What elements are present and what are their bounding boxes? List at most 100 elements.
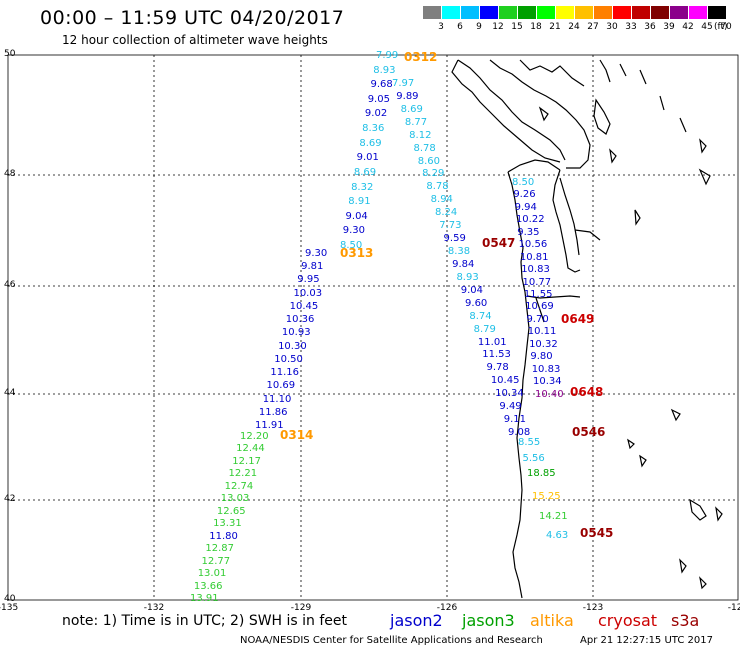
swh-value: 8.94 <box>430 194 453 206</box>
river-inland <box>535 229 601 323</box>
swh-value: 9.89 <box>396 90 419 102</box>
swh-value: 8.91 <box>348 196 371 208</box>
swh-value: 8.78 <box>413 142 436 154</box>
swh-value: 9.08 <box>508 427 531 438</box>
swh-value: 10.22 <box>515 214 545 226</box>
columbia-river <box>526 295 581 299</box>
swh-value: 10.83 <box>531 363 561 375</box>
swh-value: 15.25 <box>532 491 561 502</box>
coastline <box>451 59 723 599</box>
swh-value: 13.03 <box>220 493 250 505</box>
swh-value: 11.80 <box>209 530 238 542</box>
swh-value: 9.26 <box>513 189 536 201</box>
pass-time-label: 0648 <box>570 385 604 399</box>
pass-time-label: 0649 <box>561 312 595 326</box>
colorbar-swatch <box>613 6 631 19</box>
bc-mainland <box>489 59 591 169</box>
swh-value: 9.78 <box>486 362 509 374</box>
swh-value: 9.84 <box>452 258 475 270</box>
swh-value: 9.80 <box>530 351 553 363</box>
swh-value: 10.11 <box>527 326 557 338</box>
pass-time-label: 0547 <box>482 236 516 250</box>
swh-value: 10.83 <box>521 264 550 276</box>
swh-value: 10.34 <box>533 376 562 387</box>
colorbar-label: 70 <box>720 22 732 32</box>
page-title: 00:00 – 11:59 UTC 04/20/2017 <box>40 7 345 29</box>
swh-value: 12.20 <box>240 431 269 442</box>
swh-value: 10.81 <box>519 251 549 263</box>
pass-time-label: 0545 <box>580 526 614 540</box>
colorbar-label: 21 <box>549 22 561 32</box>
colorbar-swatch <box>480 6 498 19</box>
pass-time-label: 0546 <box>572 425 606 439</box>
swh-value: 10.93 <box>281 327 311 339</box>
swh-value: 8.69 <box>359 137 382 149</box>
swh-value: 9.70 <box>526 313 549 325</box>
swh-value: 10.03 <box>293 287 323 299</box>
swh-value: 9.04 <box>460 284 483 296</box>
longitude-label: -129 <box>290 603 312 613</box>
page-subtitle: 12 hour collection of altimeter wave hei… <box>62 33 328 47</box>
pass-time-label: 0312 <box>404 50 438 64</box>
swh-value: 12.65 <box>216 505 246 517</box>
swh-value: 10.69 <box>525 301 554 313</box>
longitude-label: -132 <box>143 603 165 613</box>
swh-value: 11.53 <box>482 349 511 361</box>
swh-value: 9.81 <box>301 261 324 273</box>
colorbar-label: 45 <box>701 22 713 32</box>
colorbar-unit: (ft) <box>714 22 728 32</box>
swh-value: 12.17 <box>232 455 261 467</box>
colorbar-swatch <box>537 6 555 19</box>
swh-value: 13.66 <box>193 580 223 592</box>
us-coastline <box>507 171 530 599</box>
latitude-label: 48 <box>4 169 16 179</box>
swh-value: 8.29 <box>422 168 445 180</box>
swh-value: 8.77 <box>404 116 428 128</box>
swh-value: 8.50 <box>340 240 363 251</box>
legend-cryosat: cryosat <box>598 611 658 630</box>
islands <box>538 98 711 226</box>
swh-value: 10.69 <box>266 380 296 392</box>
colorbar-swatch <box>499 6 517 19</box>
swh-value: 10.34 <box>495 388 524 400</box>
swh-value: 12.74 <box>224 480 254 492</box>
swh-value: 11.16 <box>270 367 300 379</box>
swh-value: 8.36 <box>362 123 385 135</box>
swh-value: 9.68 <box>370 79 393 91</box>
swh-value: 10.36 <box>285 314 315 326</box>
swh-value: 10.56 <box>518 239 548 251</box>
colorbar-label: 3 <box>438 22 444 32</box>
colorbar-label: 12 <box>492 22 504 32</box>
colorbar-label: 24 <box>568 22 580 32</box>
swh-value: 10.77 <box>522 276 552 288</box>
swh-value: 11.86 <box>258 406 288 418</box>
legend-jason2: jason2 <box>390 611 443 630</box>
swh-value: 8.69 <box>400 103 423 115</box>
pass-time-label: 0314 <box>280 428 314 442</box>
swh-value: 5.56 <box>522 452 545 464</box>
colorbar-label: 36 <box>644 22 656 32</box>
bc-inlets <box>519 59 687 133</box>
colorbar-label: 42 <box>682 22 694 32</box>
swh-value: 10.40 <box>535 389 564 400</box>
swh-value: 9.05 <box>367 93 390 105</box>
swh-value: 7.73 <box>439 220 462 232</box>
swh-value: 10.45 <box>289 300 319 312</box>
swh-value: 13.91 <box>190 593 219 604</box>
swh-value: 9.35 <box>517 226 540 238</box>
swh-value: 8.12 <box>409 129 432 141</box>
colorbar-swatch <box>556 6 574 19</box>
swh-value: 9.30 <box>342 225 366 237</box>
swh-value: 11.55 <box>523 288 553 300</box>
swh-value: 8.24 <box>434 207 458 219</box>
footnote: note: 1) Time is in UTC; 2) SWH is in fe… <box>62 613 348 629</box>
colorbar-swatch <box>689 6 707 19</box>
colorbar-label: 9 <box>476 22 482 32</box>
swh-value: 8.74 <box>469 310 492 322</box>
pass-time-label: 0313 <box>340 246 374 260</box>
swh-value: 7.99 <box>376 50 399 61</box>
colorbar-label: 30 <box>606 22 618 32</box>
colorbar-label: 6 <box>457 22 463 32</box>
